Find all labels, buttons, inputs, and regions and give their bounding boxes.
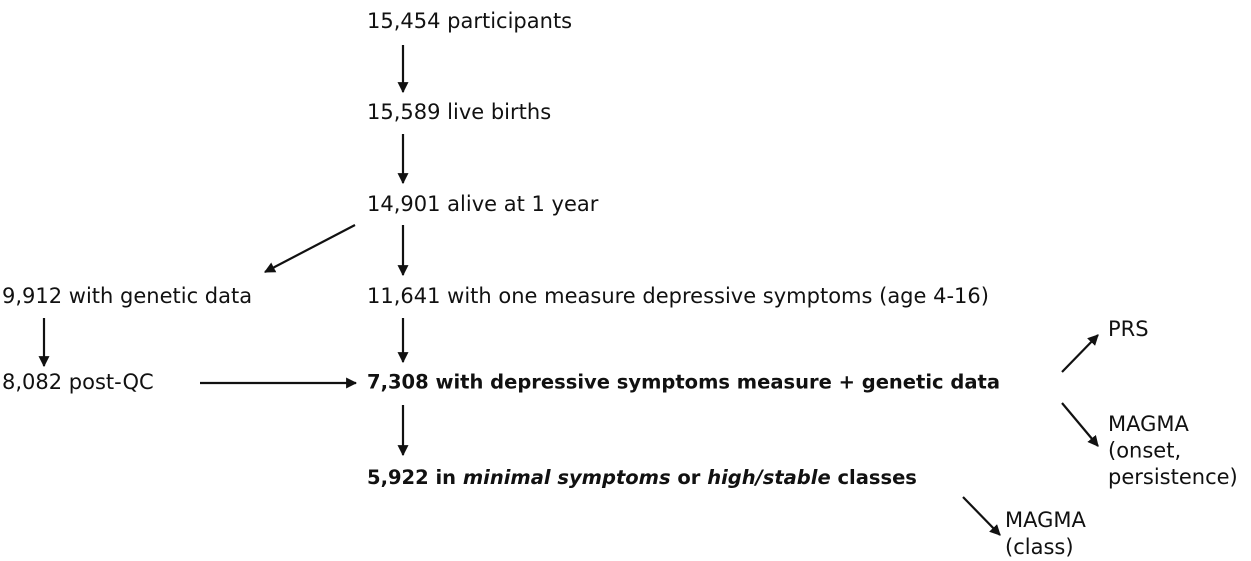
arrow bbox=[264, 224, 356, 273]
node: MAGMA (class) bbox=[1005, 508, 1087, 559]
node: 15,589 live births bbox=[367, 100, 551, 124]
text-line: MAGMA bbox=[1108, 412, 1190, 436]
arrow bbox=[1061, 402, 1099, 447]
node: PRS bbox=[1108, 317, 1149, 341]
node: 15,454 participants bbox=[367, 9, 572, 33]
node: MAGMA (onset, persistence) bbox=[1108, 412, 1238, 489]
text-line: persistence) bbox=[1108, 465, 1238, 489]
node: 5,922 in minimal symptoms or high/stable… bbox=[367, 466, 917, 489]
text-part: 5,922 in bbox=[367, 466, 463, 489]
text-line: (class) bbox=[1005, 535, 1074, 559]
node: 9,912 with genetic data bbox=[2, 284, 252, 308]
text-part: minimal symptoms bbox=[463, 466, 671, 489]
arrow bbox=[1061, 334, 1099, 373]
text-line: MAGMA bbox=[1005, 508, 1087, 532]
text-line: (onset, bbox=[1108, 439, 1181, 463]
node: 8,082 post-QC bbox=[2, 370, 154, 394]
text-part: high/stable bbox=[707, 466, 830, 489]
node: 7,308 with depressive symptoms measure +… bbox=[367, 371, 1000, 394]
node: 11,641 with one measure depressive sympt… bbox=[367, 284, 989, 308]
arrows bbox=[38, 45, 1099, 536]
text-part: or bbox=[671, 466, 708, 489]
arrow bbox=[962, 496, 1001, 536]
node: 14,901 alive at 1 year bbox=[367, 192, 599, 216]
text-part: classes bbox=[831, 466, 917, 489]
